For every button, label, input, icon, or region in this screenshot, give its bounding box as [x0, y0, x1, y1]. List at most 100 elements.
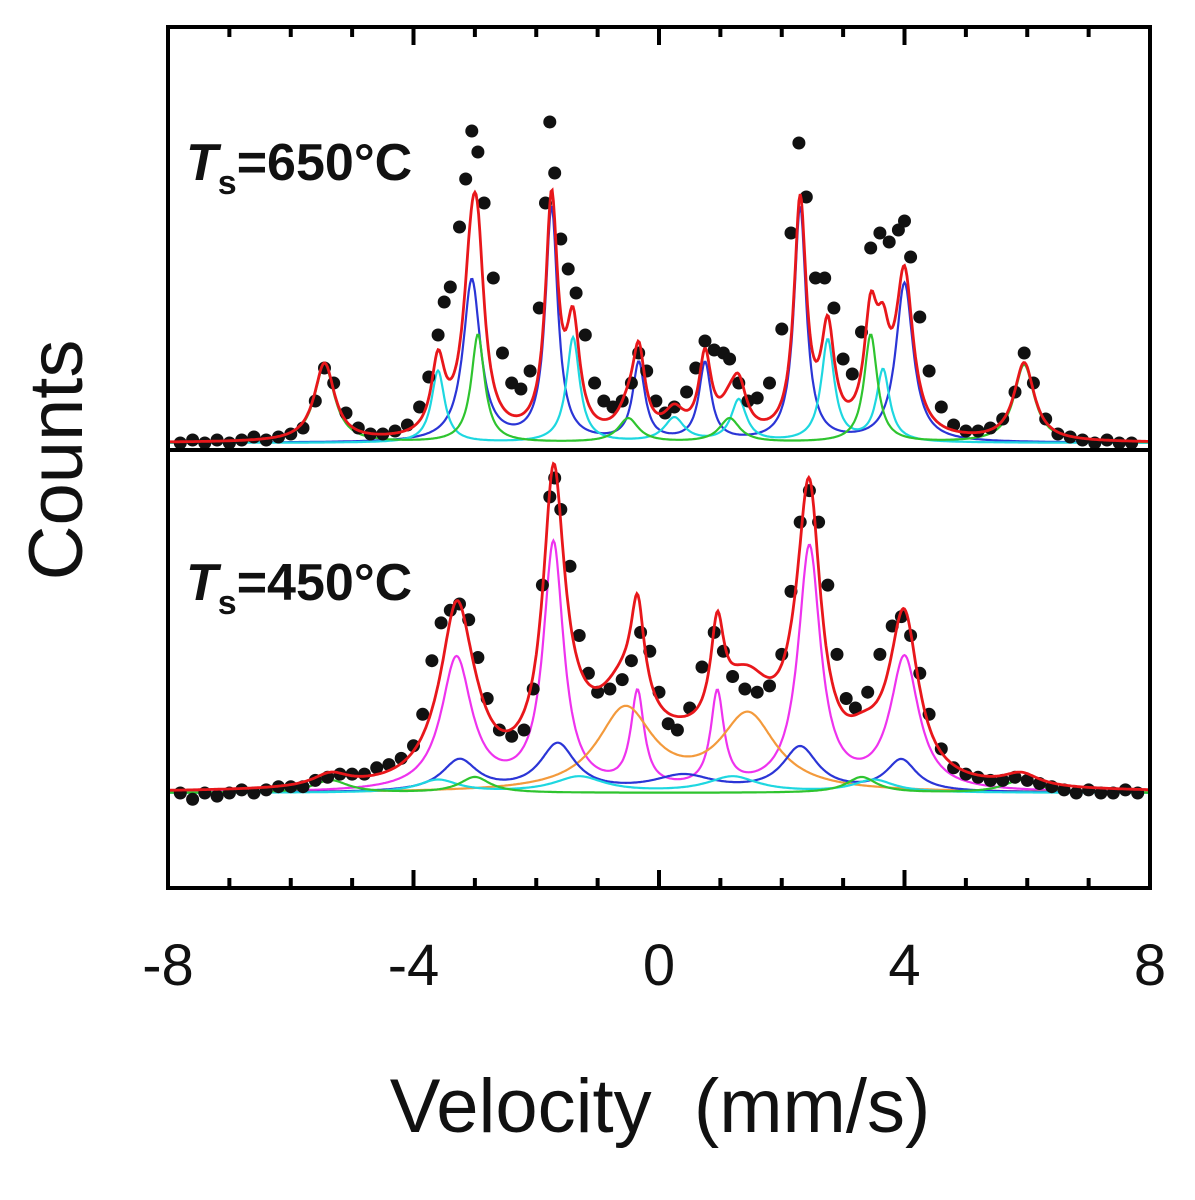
panel-1-data-point [496, 346, 509, 360]
panel-1-data-point [554, 232, 568, 246]
panel-2-data-point [793, 515, 807, 529]
panel-2-data-point [247, 786, 261, 800]
panel-1-data-point [453, 220, 466, 234]
panel-2-data-point [750, 685, 764, 699]
panel-1-data-point [873, 226, 887, 240]
panel-1-data-point [186, 433, 200, 447]
panel-2-data-point [670, 723, 684, 737]
panel-1-data-point [543, 115, 557, 129]
panel-2-data-point [407, 739, 420, 753]
panel-2-data-point [591, 685, 605, 699]
x-axis-title: Velocity (mm/s) [390, 1064, 931, 1149]
panel-2-data-point [726, 670, 740, 683]
panel-1-data-point [578, 328, 592, 342]
panel-2-total-fit-line [168, 461, 1151, 792]
panel-2-data-point [1069, 786, 1083, 800]
panel-1-data-point [1017, 346, 1031, 360]
panel-2-data-point [861, 685, 875, 699]
panel-2-data-point [821, 578, 835, 592]
panel-1-data-point [247, 430, 261, 444]
panel-2-data-point [1082, 783, 1096, 797]
panel-1-data-point [934, 400, 948, 414]
panel-2-data-point [1094, 786, 1108, 800]
panel-2-data-point [615, 673, 629, 687]
panel-2-data-point [603, 682, 617, 696]
panel-1-data-point [477, 196, 491, 210]
panel-2-data-point [947, 761, 961, 775]
panel-2-data-point [738, 682, 752, 696]
panel-2-data-point [259, 783, 273, 797]
panel-1-data-point [775, 322, 789, 336]
panel-2-data-point [839, 692, 853, 705]
panel-1-data-point [413, 400, 427, 414]
panel-2-data-point [661, 717, 675, 731]
panel-1-data-point [459, 172, 473, 186]
panel-2-data-point [634, 625, 648, 639]
panel-2-data-point [434, 616, 448, 630]
panel-1-data-point [922, 364, 936, 378]
panel-2-data-point [572, 629, 586, 642]
panel-2-data-point [1020, 773, 1034, 787]
panel-2-data-point [357, 767, 371, 781]
panel-label-top-text: =650°C [237, 134, 412, 192]
x-tick-label: 0 [643, 933, 675, 998]
panel-1-data-point [836, 352, 850, 366]
panel-1-data-point [827, 301, 841, 315]
panel-1-data-point [1125, 436, 1139, 450]
panel-1-data-point [818, 271, 832, 285]
x-tick-label: -8 [142, 933, 194, 998]
panel-1-data-point [548, 166, 562, 180]
panel-label-bottom-text: =450°C [237, 554, 412, 612]
panel-2-data-point [471, 651, 485, 664]
panel-1-data-point [809, 271, 822, 285]
panel-label-bottom-symbol: T [186, 554, 222, 612]
panel-1-data-point [198, 436, 212, 450]
panel-2-data-point [563, 559, 577, 573]
panel-1-data-point [971, 424, 985, 438]
plot-area: -8 -4 0 4 8 [142, 25, 1166, 998]
panel-2-data-point [370, 761, 384, 775]
panel-1-data-point [723, 352, 737, 366]
panel-2-data-point [416, 707, 430, 721]
panel-2-data-point [505, 729, 519, 743]
panel-1-data-point [680, 385, 694, 399]
panel-1-data-point [882, 235, 896, 249]
x-tick-label: 4 [888, 933, 920, 998]
panel-1-data-point [561, 262, 575, 276]
panel-1-data-point [649, 394, 663, 408]
panel-1-data-point [763, 376, 776, 390]
panel-label-bottom-subscript: s [218, 584, 237, 622]
panel-1-data-point [698, 334, 712, 348]
panel-1-data-point [784, 226, 798, 240]
panel-1-component-2-line [168, 334, 1150, 444]
panel-2-data-point [848, 701, 862, 715]
panel-1-data-point [913, 310, 927, 324]
panel-label-top-symbol: T [186, 134, 222, 192]
panel-1-data-point [471, 145, 485, 159]
panel-label-bottom: Ts=450°C [186, 554, 412, 622]
panel-2-data-point [517, 723, 531, 737]
panel-2-data-point [425, 654, 439, 668]
panel-2-data-point [173, 786, 187, 800]
panel-1-data-point [465, 124, 479, 138]
panel-1-data-point [792, 136, 806, 150]
panel-1-data-point [222, 436, 236, 450]
panel-1-data-point [864, 241, 878, 255]
x-tick-label: 8 [1134, 933, 1166, 998]
panel-1-data-point [486, 271, 500, 285]
panel-2-data-point [830, 647, 844, 661]
panel-1-data-point [588, 376, 602, 390]
panel-2-data-point [284, 780, 298, 794]
panel-2-component-1-line [168, 538, 1150, 794]
panel-2-data-point [873, 647, 887, 661]
panel-1-data-point [523, 364, 537, 378]
panel-1-data-point [904, 250, 918, 264]
panel-1-data-point [443, 280, 457, 294]
x-tick-label: -4 [388, 933, 440, 998]
panel-1-data-point [505, 376, 519, 390]
panel-label-top: Ts=650°C [186, 134, 412, 202]
y-axis-title: Counts [14, 340, 99, 581]
panel-2-data-point [695, 660, 709, 674]
panel-1-data-point [431, 328, 445, 342]
